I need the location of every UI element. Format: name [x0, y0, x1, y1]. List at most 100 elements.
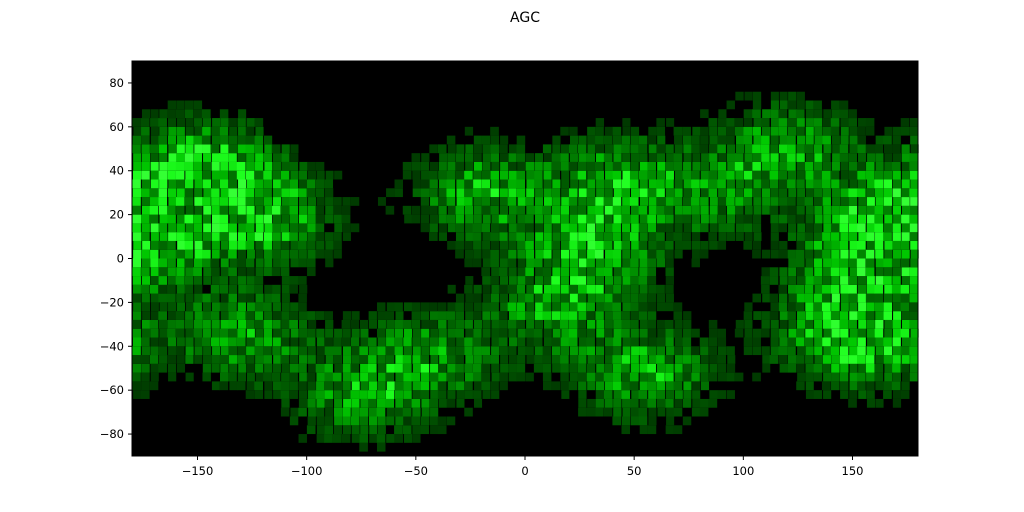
- heat-cell: [630, 214, 639, 224]
- heat-cell: [421, 346, 430, 356]
- heat-cell: [236, 337, 246, 347]
- heat-cell: [577, 276, 587, 285]
- heat-cell: [333, 337, 342, 347]
- heat-cell: [167, 319, 176, 329]
- heat-cell: [865, 144, 875, 154]
- heat-cell: [176, 355, 185, 364]
- heat-cell: [228, 170, 237, 180]
- heat-cell: [150, 118, 159, 127]
- heat-cell: [691, 170, 700, 180]
- heat-cell: [630, 284, 639, 294]
- heat-cell: [595, 407, 604, 417]
- heat-cell: [273, 390, 282, 399]
- heat-cell: [229, 126, 238, 136]
- heat-cell: [472, 372, 482, 382]
- heat-cell: [552, 302, 561, 312]
- heat-cell: [613, 240, 622, 250]
- heat-cell: [411, 205, 421, 215]
- heat-cell: [210, 337, 220, 347]
- heat-cell: [866, 319, 875, 329]
- heat-cell: [542, 346, 552, 356]
- heat-cell: [481, 381, 491, 391]
- heat-cell: [455, 249, 464, 259]
- heat-cell: [255, 240, 264, 250]
- heat-cell: [490, 240, 500, 250]
- heat-cell: [639, 398, 648, 408]
- heat-cell: [561, 258, 570, 268]
- heat-cell: [638, 223, 648, 233]
- heat-cell: [490, 249, 499, 259]
- heat-cell: [298, 346, 308, 356]
- heat-cell: [185, 170, 194, 180]
- heat-cell: [892, 355, 901, 364]
- heat-cell: [578, 197, 587, 206]
- heat-cell: [778, 170, 788, 180]
- heat-cell: [429, 372, 439, 382]
- heat-cell: [752, 249, 761, 259]
- heat-cell: [255, 302, 264, 312]
- heat-cell: [185, 205, 194, 215]
- heat-cell: [254, 381, 264, 391]
- heat-cell: [141, 179, 151, 189]
- heat-cell: [430, 328, 439, 338]
- heat-cell: [473, 205, 482, 215]
- heat-cell: [638, 276, 648, 285]
- heat-cell: [455, 153, 465, 162]
- heat-cell: [177, 240, 186, 250]
- heat-cell: [858, 232, 867, 241]
- heat-cell: [359, 346, 368, 356]
- heat-cell: [673, 126, 683, 136]
- heat-cell: [743, 311, 753, 320]
- heat-cell: [211, 223, 221, 233]
- heat-cell: [455, 161, 465, 171]
- heat-cell: [429, 188, 438, 198]
- heat-cell: [438, 197, 447, 206]
- heat-cell: [525, 293, 534, 303]
- heat-cell: [726, 346, 735, 356]
- heat-cell: [132, 355, 141, 364]
- heat-cell: [281, 398, 290, 408]
- heat-cell: [447, 205, 456, 215]
- heat-cell: [639, 267, 648, 277]
- heat-cell: [901, 170, 910, 180]
- heat-cell: [175, 161, 185, 171]
- heat-cell: [455, 232, 465, 241]
- y-tick-label: −20: [100, 295, 124, 309]
- heat-cell: [150, 276, 159, 285]
- heat-cell: [517, 249, 526, 259]
- heat-cell: [202, 240, 211, 250]
- heat-cell: [656, 179, 665, 189]
- heat-cell: [735, 144, 744, 154]
- heat-cell: [674, 346, 683, 356]
- heat-cell: [141, 328, 151, 338]
- heat-cell: [290, 302, 299, 312]
- heat-cell: [403, 434, 413, 443]
- heat-cell: [350, 197, 360, 206]
- heat-cell: [708, 188, 718, 198]
- heat-cell: [657, 135, 666, 145]
- heat-cell: [778, 302, 788, 312]
- heat-cell: [727, 355, 736, 364]
- heat-cell: [246, 205, 255, 215]
- heat-cell: [629, 381, 639, 391]
- heat-cell: [673, 232, 683, 241]
- heat-cell: [158, 319, 168, 329]
- heat-cell: [848, 293, 857, 303]
- heat-cell: [569, 188, 578, 198]
- heat-cell: [796, 232, 805, 241]
- heat-cell: [805, 311, 814, 320]
- heat-cell: [482, 144, 491, 154]
- heat-cell: [639, 153, 648, 162]
- heat-cell: [264, 144, 273, 154]
- heat-cell: [778, 118, 788, 127]
- heat-cell: [586, 267, 596, 277]
- heat-cell: [141, 205, 151, 215]
- heat-cell: [367, 390, 377, 399]
- heat-cell: [743, 214, 753, 224]
- heat-cell: [264, 293, 273, 303]
- heat-cell: [446, 135, 456, 145]
- heat-cell: [666, 153, 675, 162]
- heat-cell: [769, 205, 779, 215]
- heat-cell: [194, 118, 203, 127]
- heat-cell: [770, 311, 779, 320]
